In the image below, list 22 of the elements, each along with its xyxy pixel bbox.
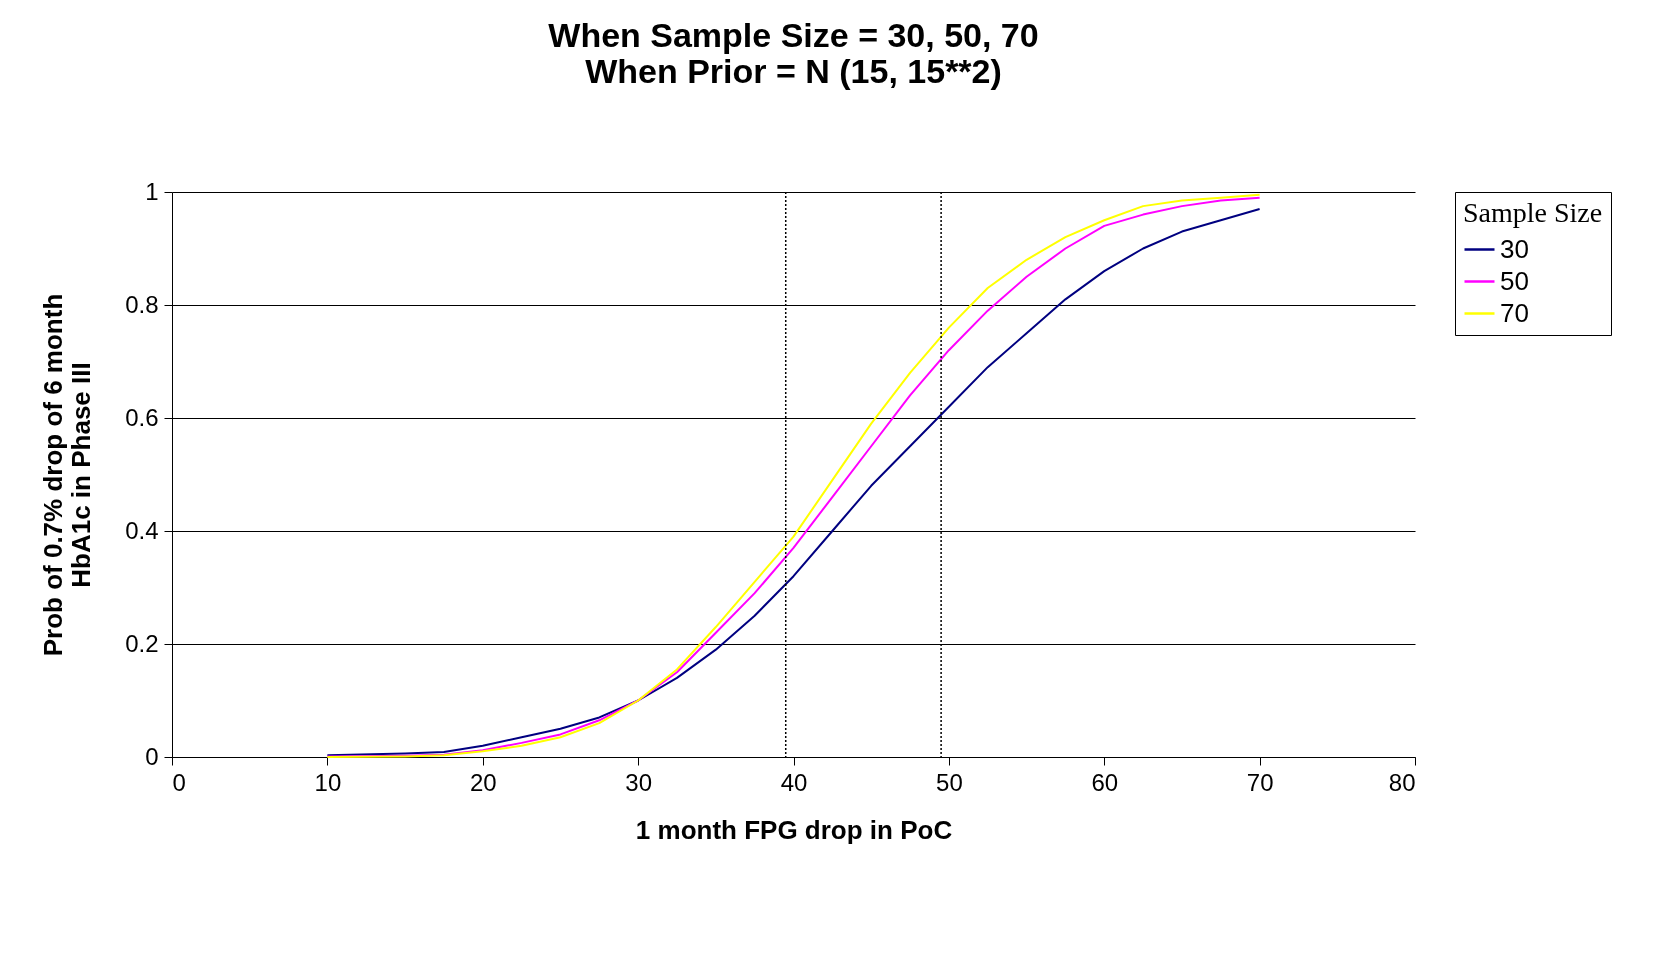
x-tick-label: 70 (1246, 768, 1274, 796)
legend-title: Sample Size (1463, 197, 1603, 228)
y-tick-label: 1 (145, 177, 159, 205)
x-tick-label: 80 (1388, 768, 1416, 796)
y-tick-label: 0 (145, 742, 159, 770)
y-tick-label: 0.4 (125, 516, 159, 544)
y-tick-label: 0.6 (125, 403, 159, 431)
legend-label: 50 (1500, 265, 1529, 296)
legend-label: 70 (1500, 297, 1529, 328)
legend-label: 30 (1500, 233, 1529, 264)
x-tick-label: 40 (780, 768, 808, 796)
y-axis-title: Prob of 0.7% drop of 6 month HbA1c in Phase III (38, 293, 97, 657)
x-tick-label: 60 (1091, 768, 1119, 796)
x-tick-label: 50 (936, 768, 963, 796)
x-tick-label: 30 (625, 768, 652, 796)
x-tick-label: 0 (172, 768, 186, 796)
chart-title: When Sample Size = 30, 50, 70 When Prior = N (15, 15**2) (548, 16, 1039, 90)
x-axis-title: 1 month FPG drop in PoC (635, 814, 953, 845)
x-tick-label: 20 (469, 768, 497, 796)
y-tick-label: 0.8 (125, 290, 159, 318)
x-tick-label: 10 (314, 768, 342, 796)
y-tick-label: 0.2 (125, 629, 159, 657)
